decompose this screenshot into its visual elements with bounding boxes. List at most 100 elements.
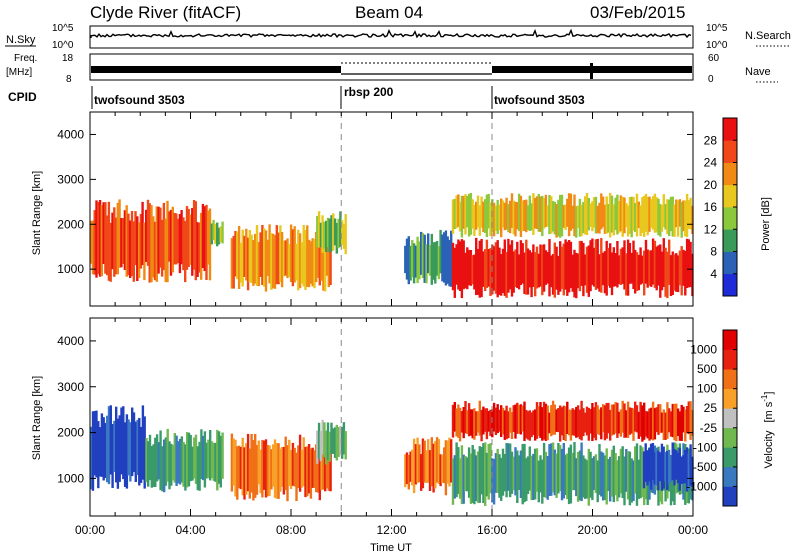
velocity-cell — [664, 412, 667, 440]
cpid-segment-1: twofsound 3503 — [94, 93, 185, 107]
velocity-cell — [409, 451, 412, 482]
power-colorbar-tick-label: 4 — [710, 267, 717, 281]
power-cell — [182, 217, 185, 271]
power-cell — [482, 201, 485, 232]
velocity-cell — [666, 402, 669, 439]
velocity-cell — [564, 454, 567, 495]
velocity-cell — [618, 456, 621, 498]
power-cell — [146, 199, 150, 266]
velocity-cell — [559, 445, 562, 492]
power-cell — [657, 245, 660, 286]
power-cell — [526, 205, 530, 230]
velocity-cell — [437, 439, 441, 484]
power-cell — [123, 210, 127, 270]
velocity-cell — [648, 448, 651, 482]
velocity-cell — [546, 456, 549, 500]
power-cell — [634, 249, 637, 294]
power-cell — [248, 230, 251, 283]
power-cell — [505, 251, 508, 298]
power-cell — [657, 198, 660, 236]
power-cell — [528, 250, 531, 288]
power-cell — [484, 199, 487, 233]
velocity-cell — [264, 439, 268, 498]
power-ylabel: Slant Range [km] — [31, 171, 43, 255]
power-cell — [317, 211, 321, 248]
power-cell — [453, 198, 456, 229]
time-xtick-label: 08:00 — [276, 523, 306, 537]
power-cell — [171, 206, 174, 273]
power-cell — [143, 222, 146, 281]
velocity-cell — [494, 407, 498, 436]
velocity-cell — [578, 450, 582, 501]
power-cell — [500, 254, 503, 296]
power-cell — [196, 222, 199, 277]
velocity-cell — [630, 407, 633, 434]
velocity-cell — [610, 404, 614, 436]
velocity-cell — [466, 410, 469, 434]
velocity-cell — [516, 402, 519, 434]
velocity-colorbar-swatch — [723, 486, 737, 507]
velocity-cell — [337, 427, 340, 457]
power-cell — [475, 237, 478, 296]
power-cell — [621, 196, 624, 237]
power-cell — [591, 238, 594, 285]
power-cell — [207, 210, 210, 265]
power-cell — [551, 254, 555, 295]
power-cell — [534, 252, 537, 297]
power-cell — [180, 210, 183, 265]
power-cell — [118, 199, 121, 268]
velocity-colorbar-label: Velocity [m s-1] — [760, 392, 775, 469]
power-cell — [571, 205, 574, 229]
velocity-cell — [619, 409, 623, 437]
velocity-cell — [261, 440, 264, 498]
power-cell — [275, 225, 278, 285]
velocity-cell — [487, 444, 490, 500]
power-cell — [462, 195, 465, 229]
power-cell — [507, 204, 510, 233]
power-cell — [176, 218, 180, 264]
power-cell — [150, 205, 153, 283]
freq-tick-bottom: 8 — [66, 74, 72, 85]
power-cell — [530, 252, 533, 298]
power-cell — [166, 200, 169, 283]
power-cell — [245, 228, 248, 281]
power-cell — [418, 241, 421, 280]
power-cell — [192, 200, 196, 270]
power-cell — [98, 200, 102, 277]
velocity-cell — [667, 449, 671, 484]
power-cell — [458, 241, 462, 291]
velocity-cell — [201, 435, 205, 481]
power-cell — [598, 254, 601, 292]
power-cell — [634, 203, 637, 232]
velocity-cell — [339, 425, 342, 455]
power-cell — [539, 196, 542, 232]
power-cell — [430, 233, 433, 285]
velocity-cell — [239, 446, 243, 490]
power-cell — [625, 203, 628, 228]
velocity-cell — [525, 458, 528, 501]
nave-label: Nave — [745, 66, 771, 78]
power-cell — [329, 234, 332, 285]
power-cell — [298, 233, 302, 289]
velocity-cell — [598, 409, 601, 436]
velocity-cell — [651, 443, 655, 480]
power-cell — [494, 242, 498, 294]
velocity-cell — [322, 444, 325, 490]
velocity-cell — [585, 406, 589, 436]
power-cell — [464, 252, 467, 289]
velocity-cell — [625, 410, 628, 438]
velocity-cell — [469, 453, 473, 504]
power-cell — [514, 201, 517, 237]
time-xtick-label: 04:00 — [175, 523, 205, 537]
power-cell — [560, 246, 564, 289]
velocity-cell — [342, 422, 346, 455]
power-cell — [607, 247, 610, 286]
time-xtick-label: 00:00 — [678, 523, 708, 537]
velocity-cell — [280, 446, 284, 487]
velocity-cell — [98, 427, 102, 477]
power-cell — [609, 243, 612, 288]
velocity-cell — [163, 439, 166, 493]
power-cell — [409, 245, 412, 281]
nave-tick-top: 60 — [708, 53, 720, 64]
velocity-cell — [592, 456, 596, 491]
